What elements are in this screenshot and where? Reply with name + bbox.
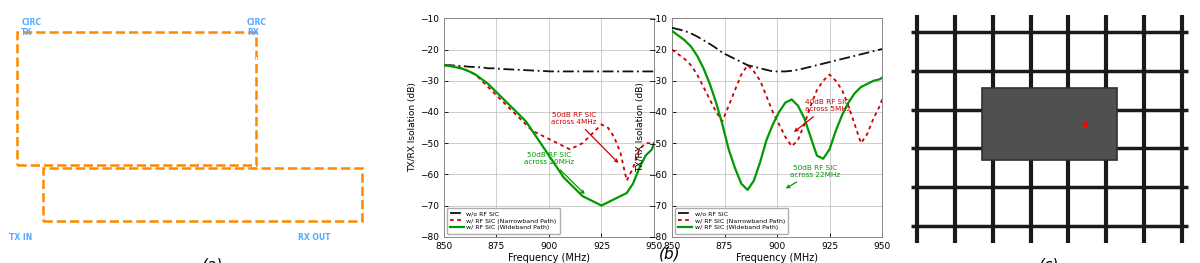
Text: Wideband Path: Wideband Path	[68, 126, 125, 132]
Legend: w/o RF SIC, w/ RF SIC (Narrowband Path), w/ RF SIC (Wideband Path): w/o RF SIC, w/ RF SIC (Narrowband Path),…	[676, 208, 788, 234]
Text: CIRC
RX: CIRC RX	[247, 18, 268, 37]
Y-axis label: TX/RX Isolation (dB): TX/RX Isolation (dB)	[408, 83, 418, 173]
Text: (c): (c)	[1039, 257, 1060, 263]
Text: FDE Tap 2: FDE Tap 2	[98, 80, 134, 86]
Text: 50dB RF SIC
across 4MHz: 50dB RF SIC across 4MHz	[552, 112, 618, 162]
Text: FDE Tap 1: FDE Tap 1	[98, 37, 134, 43]
Text: Narrowband Path: Narrowband Path	[77, 196, 142, 203]
Text: TX IN: TX IN	[8, 233, 31, 242]
Y-axis label: TX/RX Isolation (dB): TX/RX Isolation (dB)	[636, 83, 646, 173]
Text: 40dB RF SIC
across 5MHz: 40dB RF SIC across 5MHz	[794, 99, 850, 131]
Text: RF SW: RF SW	[256, 100, 280, 106]
Text: RF
SW: RF SW	[17, 93, 29, 106]
X-axis label: Frequency (MHz): Frequency (MHz)	[736, 253, 818, 263]
Legend: w/o RF SIC, w/ RF SIC (Narrowband Path), w/ RF SIC (Wideband Path): w/o RF SIC, w/ RF SIC (Narrowband Path),…	[448, 208, 560, 234]
X-axis label: Frequency (MHz): Frequency (MHz)	[508, 253, 590, 263]
Text: 50dB RF SIC
across 22MHz: 50dB RF SIC across 22MHz	[787, 165, 840, 188]
Text: RX OUT: RX OUT	[298, 233, 331, 242]
FancyBboxPatch shape	[982, 88, 1117, 160]
Text: (a): (a)	[203, 257, 223, 263]
Text: 50dB RF SIC
across 20MHz: 50dB RF SIC across 20MHz	[524, 152, 584, 193]
Text: Coupler: Coupler	[247, 56, 276, 62]
Text: CIRC
TX: CIRC TX	[22, 18, 41, 37]
Text: Coupler: Coupler	[25, 56, 54, 62]
Text: (b): (b)	[659, 247, 680, 262]
